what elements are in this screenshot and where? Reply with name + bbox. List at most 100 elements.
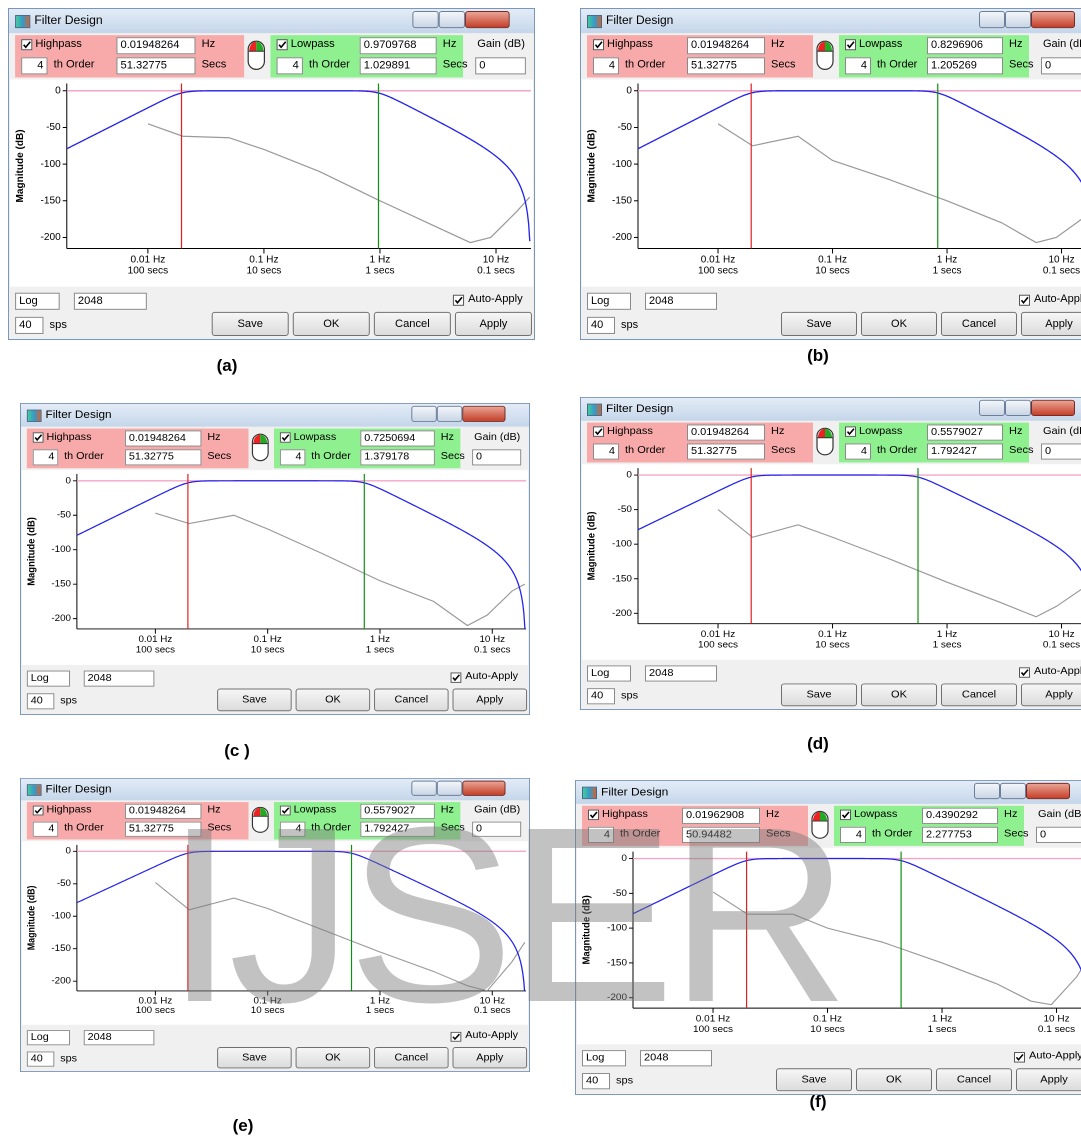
minimize-button[interactable] bbox=[412, 11, 438, 28]
button[interactable]: Cancel bbox=[941, 683, 1017, 706]
checkbox[interactable] bbox=[33, 432, 44, 442]
button[interactable]: OK bbox=[861, 312, 937, 336]
close-button[interactable] bbox=[1031, 11, 1075, 28]
button[interactable]: Cancel bbox=[936, 1068, 1012, 1091]
highpass-secs-input[interactable]: 51.32775 bbox=[687, 57, 765, 74]
highpass-secs-input[interactable]: 51.32775 bbox=[687, 443, 765, 459]
checkbox[interactable] bbox=[593, 39, 604, 50]
gain-input[interactable]: 0 bbox=[475, 57, 526, 74]
close-button[interactable] bbox=[465, 11, 510, 28]
button[interactable]: Cancel bbox=[374, 1047, 449, 1068]
button[interactable]: Save bbox=[776, 1068, 852, 1091]
points-select[interactable]: 2048 bbox=[84, 671, 155, 687]
lowpass-secs-input[interactable]: 2.277753 bbox=[922, 827, 998, 843]
points-select[interactable]: 2048 bbox=[84, 1030, 155, 1045]
button[interactable]: Cancel bbox=[941, 312, 1017, 336]
scale-select[interactable]: Log bbox=[27, 1030, 70, 1045]
sps-input[interactable]: 40 bbox=[587, 688, 615, 704]
checkbox[interactable] bbox=[451, 1032, 462, 1042]
order-input[interactable]: 4 bbox=[280, 822, 306, 837]
scale-select[interactable]: Log bbox=[587, 665, 631, 681]
button[interactable]: OK bbox=[296, 1047, 371, 1068]
points-select[interactable]: 2048 bbox=[640, 1050, 712, 1066]
highpass-secs-input[interactable]: 50.94482 bbox=[682, 827, 760, 843]
points-select[interactable]: 2048 bbox=[74, 293, 147, 310]
scale-select[interactable]: Log bbox=[15, 293, 60, 310]
highpass-secs-input[interactable]: 51.32775 bbox=[116, 57, 195, 74]
sps-input[interactable]: 40 bbox=[27, 693, 54, 709]
button[interactable]: OK bbox=[861, 683, 937, 706]
lowpass-hz-input[interactable]: 0.9709768 bbox=[360, 37, 437, 54]
order-input[interactable]: 4 bbox=[280, 449, 306, 465]
minimize-button[interactable] bbox=[411, 781, 437, 796]
lowpass-secs-input[interactable]: 1.379178 bbox=[360, 449, 435, 465]
button[interactable]: Save bbox=[217, 1047, 292, 1068]
checkbox[interactable] bbox=[280, 806, 291, 816]
highpass-hz-input[interactable]: 0.01948264 bbox=[687, 37, 765, 54]
close-button[interactable] bbox=[1031, 400, 1075, 416]
order-input[interactable]: 4 bbox=[33, 822, 59, 837]
maximize-button[interactable] bbox=[437, 781, 463, 796]
button[interactable]: Save bbox=[781, 683, 857, 706]
highpass-hz-input[interactable]: 0.01948264 bbox=[116, 37, 195, 54]
order-input[interactable]: 4 bbox=[33, 449, 59, 465]
maximize-button[interactable] bbox=[1005, 11, 1031, 28]
maximize-button[interactable] bbox=[1005, 400, 1031, 416]
button[interactable]: Apply bbox=[1021, 312, 1081, 336]
minimize-button[interactable] bbox=[979, 11, 1005, 28]
lowpass-hz-input[interactable]: 0.8296906 bbox=[927, 37, 1003, 54]
order-input[interactable]: 4 bbox=[277, 57, 303, 74]
order-input[interactable]: 4 bbox=[588, 827, 614, 843]
sps-input[interactable]: 40 bbox=[15, 317, 43, 334]
button[interactable]: OK bbox=[296, 689, 371, 712]
sps-input[interactable]: 40 bbox=[27, 1052, 54, 1067]
button[interactable]: Apply bbox=[453, 689, 528, 712]
button[interactable]: OK bbox=[856, 1068, 932, 1091]
minimize-button[interactable] bbox=[974, 783, 1000, 799]
lowpass-hz-input[interactable]: 0.7250694 bbox=[360, 430, 435, 446]
order-input[interactable]: 4 bbox=[593, 443, 619, 459]
close-button[interactable] bbox=[462, 406, 505, 422]
maximize-button[interactable] bbox=[437, 406, 463, 422]
checkbox[interactable] bbox=[1014, 1052, 1025, 1063]
checkbox[interactable] bbox=[593, 426, 604, 436]
gain-input[interactable]: 0 bbox=[1036, 827, 1081, 843]
close-button[interactable] bbox=[462, 781, 505, 796]
checkbox[interactable] bbox=[21, 39, 32, 50]
checkbox[interactable] bbox=[280, 432, 291, 442]
checkbox[interactable] bbox=[33, 806, 44, 816]
button[interactable]: Save bbox=[212, 312, 289, 336]
scale-select[interactable]: Log bbox=[582, 1050, 626, 1066]
points-select[interactable]: 2048 bbox=[645, 665, 717, 681]
close-button[interactable] bbox=[1026, 783, 1070, 799]
button[interactable]: Apply bbox=[1021, 683, 1081, 706]
checkbox[interactable] bbox=[453, 295, 464, 306]
maximize-button[interactable] bbox=[1000, 783, 1026, 799]
lowpass-secs-input[interactable]: 1.792427 bbox=[360, 822, 435, 837]
lowpass-hz-input[interactable]: 0.4390292 bbox=[922, 808, 998, 824]
highpass-hz-input[interactable]: 0.01962908 bbox=[682, 808, 760, 824]
button[interactable]: Cancel bbox=[374, 689, 449, 712]
lowpass-hz-input[interactable]: 0.5579027 bbox=[360, 804, 435, 819]
maximize-button[interactable] bbox=[439, 11, 465, 28]
lowpass-secs-input[interactable]: 1.792427 bbox=[927, 443, 1003, 459]
button[interactable]: OK bbox=[293, 312, 370, 336]
button[interactable]: Save bbox=[781, 312, 857, 336]
highpass-hz-input[interactable]: 0.01948264 bbox=[125, 804, 202, 819]
checkbox[interactable] bbox=[451, 672, 462, 682]
sps-input[interactable]: 40 bbox=[587, 317, 615, 334]
order-input[interactable]: 4 bbox=[21, 57, 47, 74]
button[interactable]: Apply bbox=[455, 312, 532, 336]
scale-select[interactable]: Log bbox=[27, 671, 70, 687]
button[interactable]: Apply bbox=[453, 1047, 528, 1068]
gain-input[interactable]: 0 bbox=[1041, 443, 1081, 459]
sps-input[interactable]: 40 bbox=[582, 1073, 610, 1089]
checkbox[interactable] bbox=[277, 39, 288, 50]
button[interactable]: Save bbox=[217, 689, 292, 712]
minimize-button[interactable] bbox=[979, 400, 1005, 416]
button[interactable]: Apply bbox=[1016, 1068, 1081, 1091]
highpass-hz-input[interactable]: 0.01948264 bbox=[125, 430, 202, 446]
order-input[interactable]: 4 bbox=[840, 827, 866, 843]
gain-input[interactable]: 0 bbox=[1041, 57, 1081, 74]
checkbox[interactable] bbox=[588, 810, 599, 821]
